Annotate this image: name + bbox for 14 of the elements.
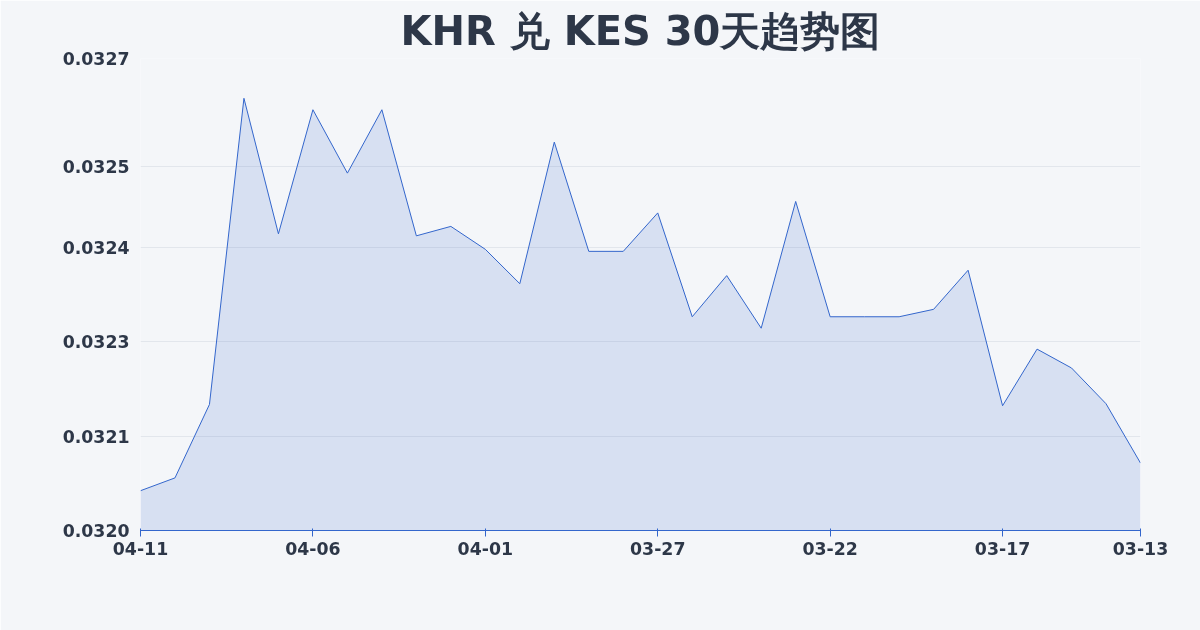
x-tick-label: 03-17 — [974, 538, 1031, 559]
y-tick-label: 0.0325 — [62, 156, 130, 177]
x-tick-label: 04-01 — [457, 538, 514, 559]
y-tick-label: 0.0320 — [62, 521, 130, 541]
x-tick-label: 03-27 — [630, 538, 686, 559]
y-tick-label: 0.0323 — [62, 332, 130, 353]
x-tick-label: 03-22 — [802, 538, 858, 559]
x-tick-label: 04-06 — [285, 538, 341, 559]
y-tick-label: 0.0324 — [62, 237, 130, 258]
chart-title: KHR 兑 KES 30天趋势图 — [400, 7, 881, 54]
x-tick-label: 04-11 — [112, 538, 169, 559]
y-tick-label: 0.0321 — [62, 426, 130, 447]
x-tick-label: 03-13 — [1112, 538, 1169, 559]
y-tick-label: 0.0327 — [62, 49, 130, 69]
